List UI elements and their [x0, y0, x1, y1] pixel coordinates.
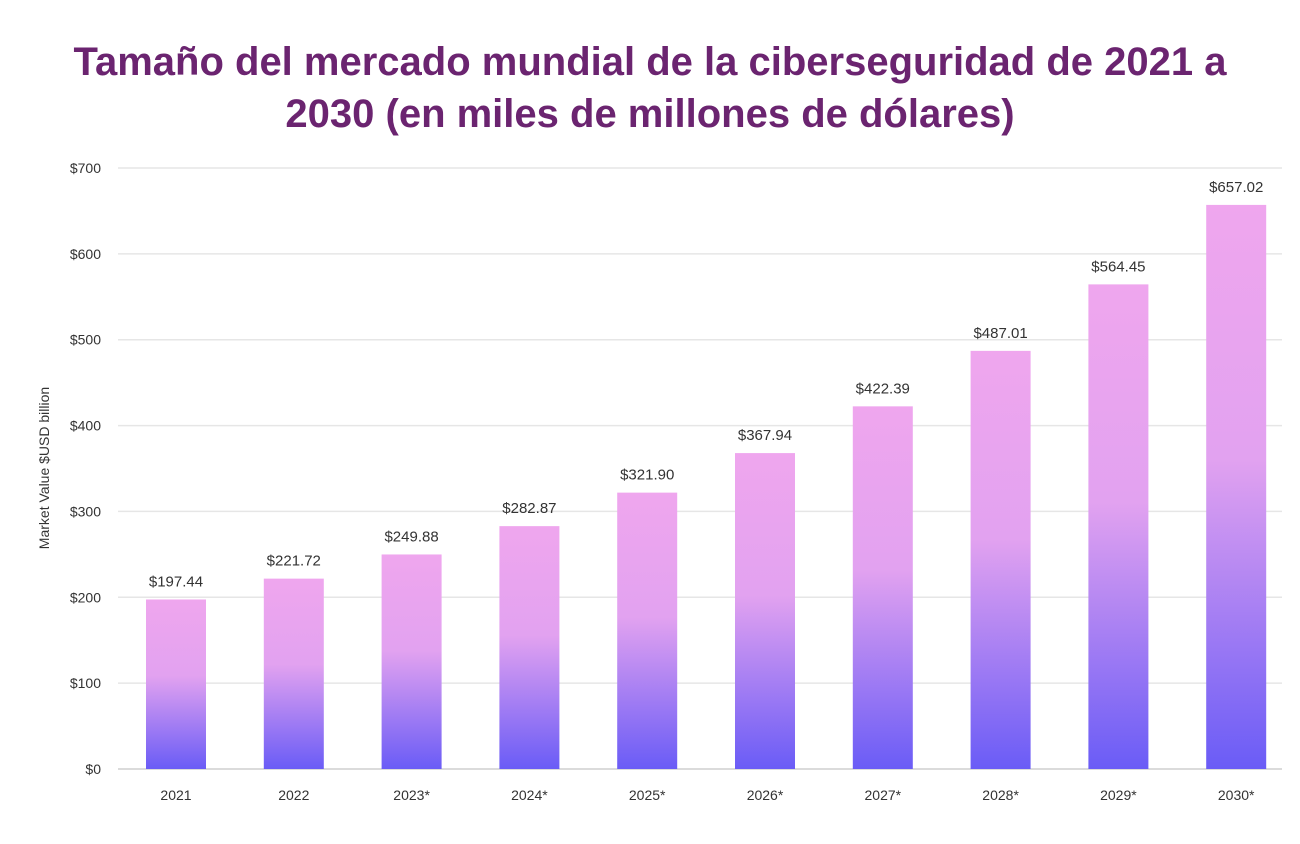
data-label: $197.44: [149, 573, 203, 590]
bar-2023: [381, 554, 442, 769]
y-tick-label: $0: [85, 761, 101, 777]
y-tick-label: $400: [70, 418, 101, 434]
y-tick-label: $100: [70, 675, 101, 691]
bar-2024: [499, 526, 560, 769]
data-label: $282.87: [502, 500, 556, 517]
gridlines: [118, 167, 1282, 770]
x-axis-ticks: 2021 2022 2023* 2024* 2025* 2026* 2027* 2028* 20…: [160, 787, 1255, 803]
data-label: $321.90: [620, 467, 674, 484]
y-tick-label: $600: [70, 246, 101, 262]
y-axis-ticks: $0 $100 $200 $300 $400 $500 $600 $700: [70, 160, 101, 777]
y-tick-label: $200: [70, 589, 101, 605]
data-label: $657.02: [1209, 179, 1263, 196]
x-tick-label: 2024*: [511, 787, 548, 803]
bar-2028: [970, 350, 1031, 769]
x-tick-label: 2025*: [629, 787, 666, 803]
bar-2021: [146, 599, 206, 769]
x-tick-label: 2026*: [747, 787, 784, 803]
x-tick-label: 2029*: [1100, 787, 1137, 803]
data-label: $487.01: [973, 325, 1027, 342]
x-tick-label: 2022: [278, 787, 309, 803]
bar-2027: [852, 406, 913, 769]
x-tick-label: 2028*: [982, 787, 1019, 803]
y-tick-label: $500: [70, 332, 101, 348]
data-label: $564.45: [1091, 258, 1145, 275]
y-axis-label: Market Value $USD billion: [36, 387, 52, 549]
bar-2025: [617, 492, 678, 769]
bar-2030: [1206, 204, 1267, 770]
x-tick-label: 2023*: [393, 787, 430, 803]
x-tick-label: 2021: [160, 787, 191, 803]
data-labels: $197.44 $221.72 $249.88 $282.87 $321.90 $367.…: [149, 179, 1263, 591]
y-tick-label: $300: [70, 503, 101, 519]
data-label: $367.94: [738, 427, 792, 444]
x-tick-label: 2030*: [1218, 787, 1255, 803]
data-label: $221.72: [267, 553, 321, 570]
data-label: $422.39: [856, 380, 910, 397]
x-tick-label: 2027*: [865, 787, 902, 803]
chart-title-line-1: Tamaño del mercado mundial de la ciberse…: [73, 40, 1227, 84]
chart-title: Tamaño del mercado mundial de la ciberse…: [0, 36, 1300, 140]
bar-2026: [735, 453, 795, 769]
bars: [146, 204, 1267, 770]
data-label: $249.88: [384, 528, 438, 545]
bar-2029: [1088, 284, 1149, 769]
y-tick-label: $700: [70, 160, 101, 176]
bar-2022: [263, 578, 324, 769]
chart-title-line-2: 2030 (en miles de millones de dólares): [285, 92, 1015, 136]
